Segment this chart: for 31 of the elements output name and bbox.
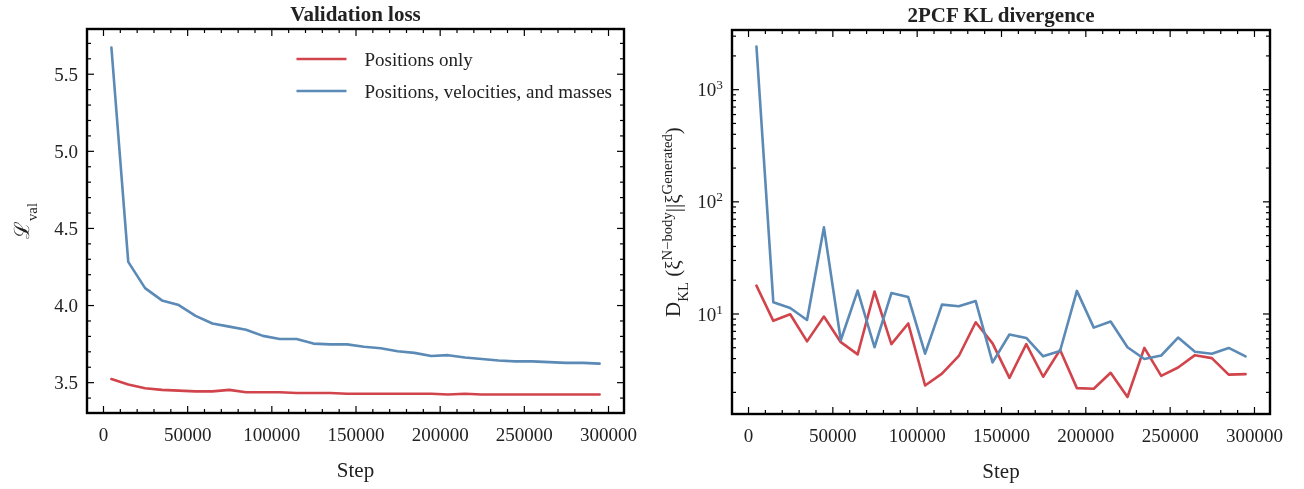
x-tick-label: 50000 bbox=[163, 424, 212, 445]
y-tick-label: 3.5 bbox=[54, 372, 78, 394]
x-tick-label: 200000 bbox=[1057, 425, 1115, 446]
chart-title: Validation loss bbox=[290, 2, 421, 26]
x-tick-label: 300000 bbox=[1225, 425, 1283, 446]
x-tick-label: 150000 bbox=[327, 424, 385, 445]
y-tick-label: 4.5 bbox=[54, 218, 78, 240]
x-axis-title: Step bbox=[336, 458, 375, 482]
x-tick-label: 100000 bbox=[888, 425, 946, 446]
line-series bbox=[755, 284, 1247, 399]
line-series bbox=[755, 45, 1247, 364]
legend-label: Positions, velocities, and masses bbox=[364, 80, 612, 102]
line-series bbox=[110, 377, 601, 396]
x-axis-title: Step bbox=[982, 459, 1020, 483]
chart-title: 2PCF KL divergence bbox=[907, 3, 1095, 27]
x-tick-label: 0 bbox=[98, 424, 109, 445]
y-tick-label: 10$^{2}$ bbox=[697, 188, 723, 213]
x-tick-label: 250000 bbox=[1141, 425, 1199, 446]
y-tick-label: 4.0 bbox=[54, 295, 78, 317]
x-tick-label: 300000 bbox=[580, 424, 638, 445]
x-tick-label: 50000 bbox=[809, 425, 857, 446]
x-tick-label: 0 bbox=[743, 425, 754, 446]
x-tick-label: 100000 bbox=[243, 424, 301, 445]
x-tick-label: 200000 bbox=[411, 424, 469, 445]
x-tick-label: 150000 bbox=[973, 425, 1030, 446]
y-tick-label: 10$^{3}$ bbox=[697, 76, 724, 101]
y-tick-label: 10$^{1}$ bbox=[697, 301, 723, 325]
y-tick-label: 5.5 bbox=[54, 63, 78, 85]
legend-label: Positions only bbox=[364, 48, 474, 70]
y-tick-label: 5.0 bbox=[54, 140, 78, 162]
x-tick-label: 250000 bbox=[495, 424, 553, 445]
